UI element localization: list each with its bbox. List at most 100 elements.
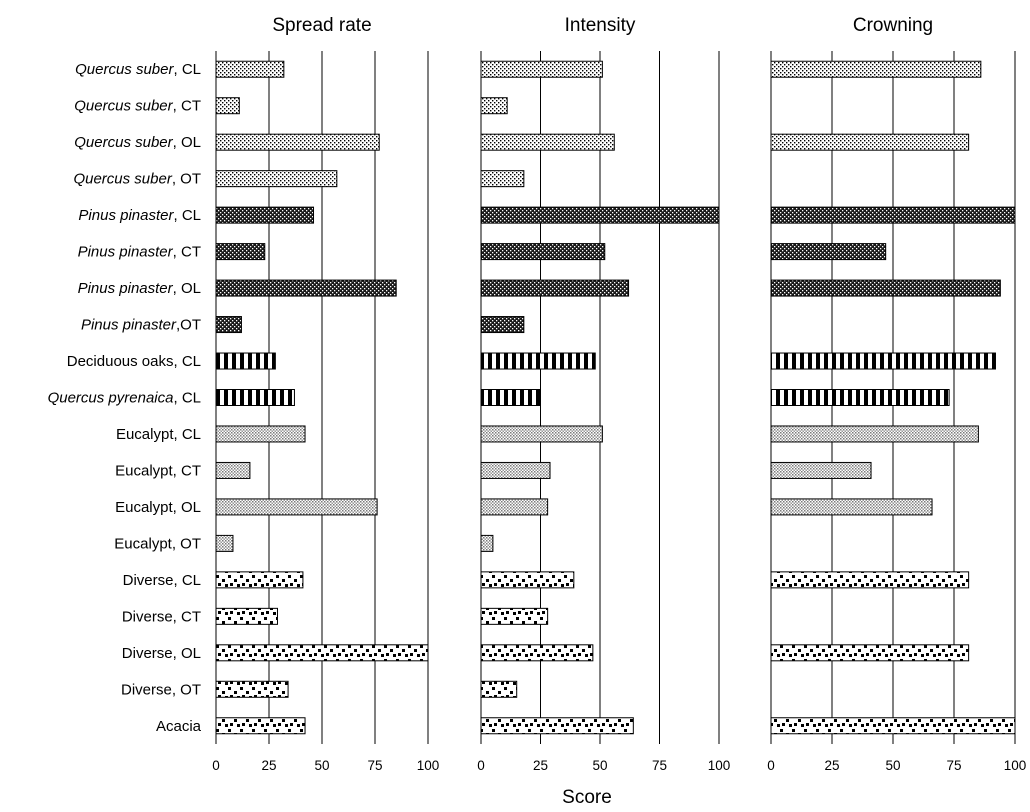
category-label: Pinus pinaster, CL: [78, 207, 201, 224]
category-label-text: Eucalypt, CT: [115, 462, 201, 479]
bar: [480, 243, 606, 261]
bar: [770, 206, 1016, 224]
category-label-italic: Quercus pyrenaica: [48, 390, 174, 407]
bar: [215, 680, 289, 698]
category-label: Diverse, CT: [122, 608, 201, 625]
bar: [215, 534, 234, 552]
x-axis-title: Score: [562, 787, 612, 808]
bar: [480, 316, 525, 334]
category-label-text: , OT: [172, 171, 201, 188]
category-label: Diverse, OL: [122, 645, 201, 662]
category-label-italic: Quercus suber: [73, 171, 172, 188]
bar: [770, 425, 979, 443]
category-label-italic: Quercus suber: [75, 61, 174, 78]
category-label-text: , OL: [173, 134, 201, 151]
category-label: Quercus suber, CT: [74, 98, 201, 115]
x-tick-label: 0: [477, 758, 485, 773]
x-tick-label: 75: [946, 758, 961, 773]
category-label-italic: Pinus pinaster: [81, 317, 177, 334]
bar: [215, 60, 285, 78]
bar: [480, 170, 525, 188]
panel-2: Intensity 0 25 50 75 100: [477, 15, 730, 773]
bar: [770, 60, 982, 78]
bar: [770, 243, 887, 261]
bar: [215, 644, 429, 662]
category-label-text: Diverse, CL: [123, 572, 201, 589]
category-label: Eucalypt, CL: [116, 426, 201, 443]
x-tick-label: 0: [767, 758, 775, 773]
bar: [770, 571, 970, 589]
category-label-text: , CL: [173, 207, 201, 224]
x-tick-label: 50: [885, 758, 900, 773]
x-tick-label: 100: [708, 758, 731, 773]
bar: [215, 498, 378, 516]
bar: [480, 717, 634, 735]
x-tick-label: 25: [261, 758, 276, 773]
category-label: Quercus suber, OL: [74, 134, 201, 151]
bar: [215, 461, 251, 479]
bar: [770, 644, 970, 662]
category-label-text: , CL: [173, 390, 201, 407]
bar: [215, 243, 266, 261]
category-label: Diverse, CL: [123, 572, 201, 589]
bar: [480, 425, 603, 443]
category-label-text: , OL: [173, 280, 201, 297]
bar: [770, 389, 950, 406]
bar: [480, 352, 596, 370]
bar: [480, 97, 508, 115]
category-label: Diverse, OT: [121, 681, 201, 698]
category-label-text: Deciduous oaks, CL: [67, 353, 201, 370]
x-tick-label: 25: [533, 758, 548, 773]
bar: [480, 389, 541, 406]
category-label-text: ,OT: [176, 317, 201, 334]
category-label-text: Diverse, OL: [122, 645, 201, 662]
category-label: Pinus pinaster,OT: [81, 317, 201, 334]
panel-title: Intensity: [565, 15, 636, 36]
bar: [215, 607, 278, 625]
bar: [215, 352, 276, 370]
bar: [480, 133, 615, 151]
category-label: Acacia: [156, 718, 202, 735]
bar: [215, 170, 338, 188]
bar: [215, 717, 306, 735]
category-label-text: , CT: [173, 98, 201, 115]
panel-3: Crowning 0 25 50 75 100: [767, 15, 1026, 773]
bar: [480, 607, 549, 625]
x-tick-label: 50: [592, 758, 607, 773]
x-tick-label: 100: [1004, 758, 1027, 773]
bar: [480, 206, 720, 224]
panel-title: Spread rate: [272, 15, 371, 36]
category-label: Deciduous oaks, CL: [67, 353, 201, 370]
bar: [480, 534, 494, 552]
category-label-italic: Pinus pinaster: [78, 244, 174, 261]
bar: [480, 644, 594, 662]
category-label: Quercus pyrenaica, CL: [48, 390, 201, 407]
bar: [770, 498, 933, 516]
bar: [480, 461, 551, 479]
bar: [215, 206, 315, 224]
x-tick-label: 50: [314, 758, 329, 773]
panel-1: Spread rate 0 25 50 75 100: [212, 15, 439, 773]
bar: [215, 97, 240, 115]
bar: [480, 680, 518, 698]
category-label-text: , CL: [173, 61, 201, 78]
x-tick-label: 25: [824, 758, 839, 773]
x-tick-label: 75: [652, 758, 667, 773]
bar: [215, 389, 295, 406]
category-label-italic: Quercus suber: [74, 98, 173, 115]
bar: [480, 279, 630, 297]
bar: [215, 425, 306, 443]
category-label-text: Acacia: [156, 718, 202, 735]
bar: [770, 717, 1016, 735]
category-label: Quercus suber, CL: [75, 61, 201, 78]
category-label: Eucalypt, OL: [115, 499, 201, 516]
category-label-text: Eucalypt, OT: [114, 535, 201, 552]
x-tick-label: 75: [367, 758, 382, 773]
bar: [770, 461, 872, 479]
category-label: Eucalypt, OT: [114, 535, 201, 552]
bar: [215, 133, 380, 151]
x-tick-label: 100: [417, 758, 440, 773]
bar: [215, 571, 304, 589]
